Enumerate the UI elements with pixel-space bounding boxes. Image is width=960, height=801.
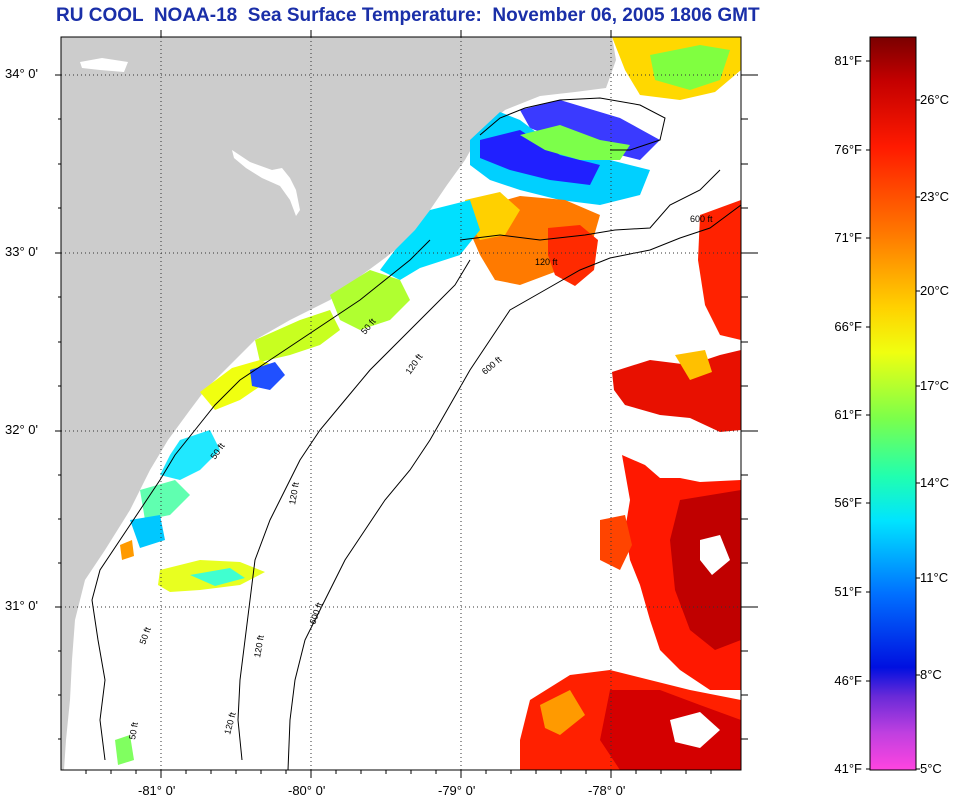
contour-600ft (287, 204, 741, 770)
contour-120ft (459, 169, 721, 241)
cloud-gap (670, 712, 720, 748)
inland-lake (232, 150, 300, 216)
lat-label: 31° 0' (5, 598, 38, 613)
sst-patch (130, 515, 165, 548)
sst-patch (600, 690, 741, 770)
grid-lines (61, 37, 741, 770)
contour-label: 50 ft (127, 721, 140, 740)
colorbar-label-c: 11°C (920, 570, 949, 585)
contour-50ft (91, 239, 431, 761)
sst-patch (250, 362, 285, 390)
sst-patch (670, 490, 741, 650)
colorbar-label-c: 26°C (920, 92, 950, 107)
colorbar-label-c: 8°C (920, 667, 942, 682)
colorbar-gradient (870, 37, 916, 770)
colorbar-label-f: 51°F (834, 584, 862, 599)
axis-ticks (55, 30, 758, 778)
lon-label: -81° 0' (138, 783, 176, 798)
sst-patch (330, 270, 410, 330)
colorbar-label-f: 66°F (834, 319, 862, 334)
contour-label: 120 ft (252, 634, 266, 658)
sst-patch (540, 690, 585, 735)
colorbar-label-c: 14°C (920, 475, 950, 490)
colorbar-ticks (866, 60, 920, 770)
sst-patch (120, 540, 134, 560)
contour-label: 600 ft (690, 214, 713, 224)
sst-patch (548, 225, 598, 286)
lon-label: -80° 0' (288, 783, 326, 798)
sst-patch (190, 568, 245, 586)
colorbar-label-f: 46°F (834, 673, 862, 688)
lat-label: 32° 0' (5, 422, 38, 437)
sst-patch (140, 480, 190, 520)
colorbar-label-f: 71°F (834, 230, 862, 245)
contour-120ft (237, 259, 471, 761)
colorbar-label-c: 5°C (920, 761, 942, 776)
colorbar-label-f: 41°F (834, 761, 862, 776)
sst-patch (480, 130, 600, 185)
colorbar-label-c: 20°C (920, 283, 950, 298)
lon-label: -78° 0' (588, 783, 626, 798)
sst-patch (600, 515, 632, 570)
cloud-gap (700, 535, 730, 575)
colorbar-label-f: 56°F (834, 495, 862, 510)
sst-patch (160, 430, 220, 480)
contour-50ft (479, 97, 666, 151)
colorbar-label-f: 76°F (834, 142, 862, 157)
lon-label: -79° 0' (438, 783, 476, 798)
sst-patch (255, 310, 340, 362)
land-area (61, 37, 616, 770)
sst-patch (520, 125, 630, 160)
contour-label: 120 ft (287, 481, 301, 505)
contour-label: 120 ft (535, 257, 558, 267)
sst-patch (675, 350, 712, 380)
map-title: RU COOL NOAA-18 Sea Surface Temperature:… (56, 5, 760, 26)
colorbar-label-c: 17°C (920, 378, 950, 393)
sst-patch (698, 200, 741, 340)
lat-label: 33° 0' (5, 244, 38, 259)
sst-patch (650, 45, 730, 90)
inland-lake (80, 58, 128, 72)
sst-patch (115, 735, 134, 765)
colorbar-label-f: 81°F (834, 53, 862, 68)
lat-label: 34° 0' (5, 66, 38, 81)
colorbar-label-f: 61°F (834, 407, 862, 422)
colorbar-label-c: 23°C (920, 189, 950, 204)
